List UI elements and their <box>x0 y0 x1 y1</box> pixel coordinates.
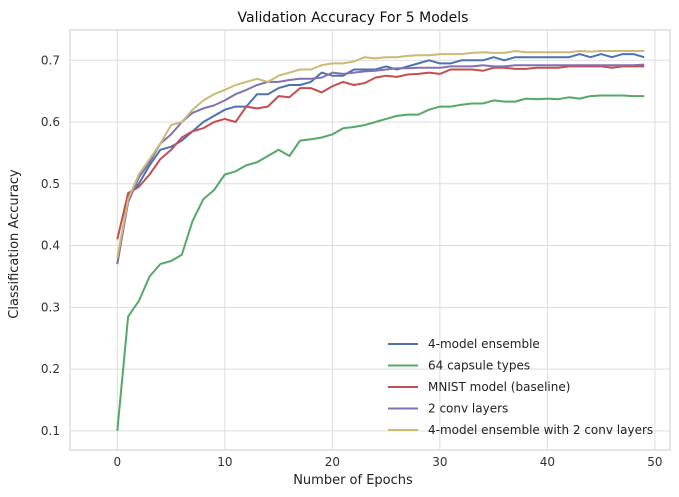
legend-label: 4-model ensemble <box>428 337 540 351</box>
y-tick-label: 0.3 <box>41 300 60 314</box>
legend-label: 4-model ensemble with 2 conv layers <box>428 423 653 437</box>
x-tick-labels: 0 10 20 30 40 50 <box>113 455 662 469</box>
y-tick-labels: 0.1 0.2 0.3 0.4 0.5 0.6 0.7 <box>41 53 60 438</box>
x-tick-label: 30 <box>432 455 447 469</box>
grid <box>70 30 670 450</box>
x-axis-label: Number of Epochs <box>293 473 413 488</box>
series-line-5 <box>116 50 645 259</box>
x-tick-label: 20 <box>325 455 340 469</box>
legend-label: MNIST model (baseline) <box>428 380 570 394</box>
x-tick-label: 40 <box>540 455 555 469</box>
x-tick-label: 50 <box>647 455 662 469</box>
series-line-1 <box>116 53 645 265</box>
y-axis-label: Classification Accuracy <box>7 169 22 319</box>
y-tick-label: 0.1 <box>41 424 60 438</box>
y-tick-label: 0.2 <box>41 362 60 376</box>
series-line-3 <box>116 65 645 240</box>
x-tick-label: 0 <box>113 455 121 469</box>
x-tick-label: 10 <box>217 455 232 469</box>
series-line-2 <box>116 94 645 431</box>
legend-label: 2 conv layers <box>428 402 508 416</box>
legend-label: 64 capsule types <box>428 359 530 373</box>
y-tick-label: 0.6 <box>41 115 60 129</box>
y-tick-label: 0.4 <box>41 239 60 253</box>
y-tick-label: 0.5 <box>41 177 60 191</box>
series-lines <box>116 50 645 431</box>
series-line-4 <box>116 63 645 265</box>
y-tick-label: 0.7 <box>41 53 60 67</box>
legend: 4-model ensemble 64 capsule types MNIST mo… <box>388 337 653 437</box>
plot-area <box>69 29 671 451</box>
chart-title: Validation Accuracy For 5 Models <box>238 10 469 26</box>
